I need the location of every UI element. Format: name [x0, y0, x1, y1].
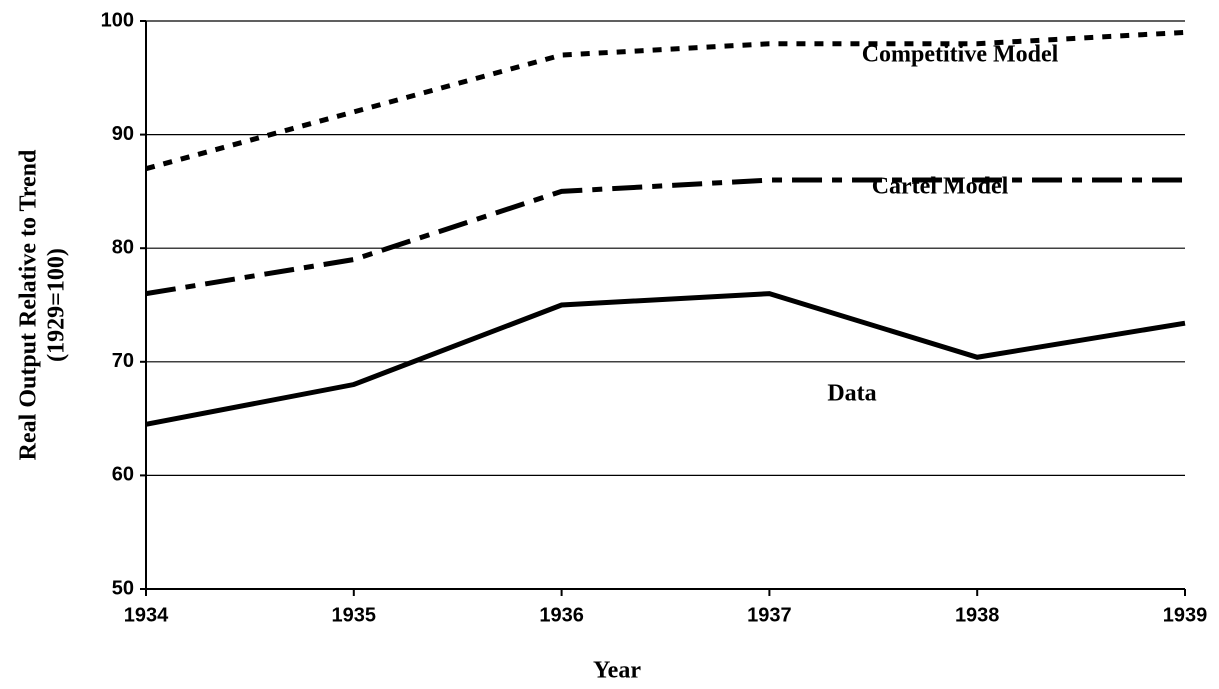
series-label: Data	[827, 381, 876, 407]
x-axis-title: Year	[593, 658, 641, 684]
y-tick-label: 90	[112, 123, 134, 145]
y-axis-subtitle: (1929=100)	[44, 248, 70, 362]
x-tick-label: 1939	[1163, 604, 1208, 626]
y-axis-title: Real Output Relative to Trend	[16, 149, 42, 460]
y-tick-label: 70	[112, 350, 134, 372]
y-tick-label: 60	[112, 464, 134, 486]
series-label: Competitive Model	[862, 42, 1059, 68]
series-label: Cartel Model	[872, 174, 1009, 200]
series-line	[145, 177, 1185, 297]
x-tick-label: 1936	[539, 604, 584, 626]
x-tick-label: 1938	[955, 604, 1000, 626]
x-tick-label: 1935	[332, 604, 377, 626]
y-tick-label: 80	[112, 236, 134, 258]
x-tick-label: 1937	[747, 604, 792, 626]
x-tick-label: 1934	[124, 604, 169, 626]
y-tick-label: 100	[101, 9, 134, 31]
series-line	[145, 291, 1186, 427]
y-tick-label: 50	[112, 577, 134, 599]
